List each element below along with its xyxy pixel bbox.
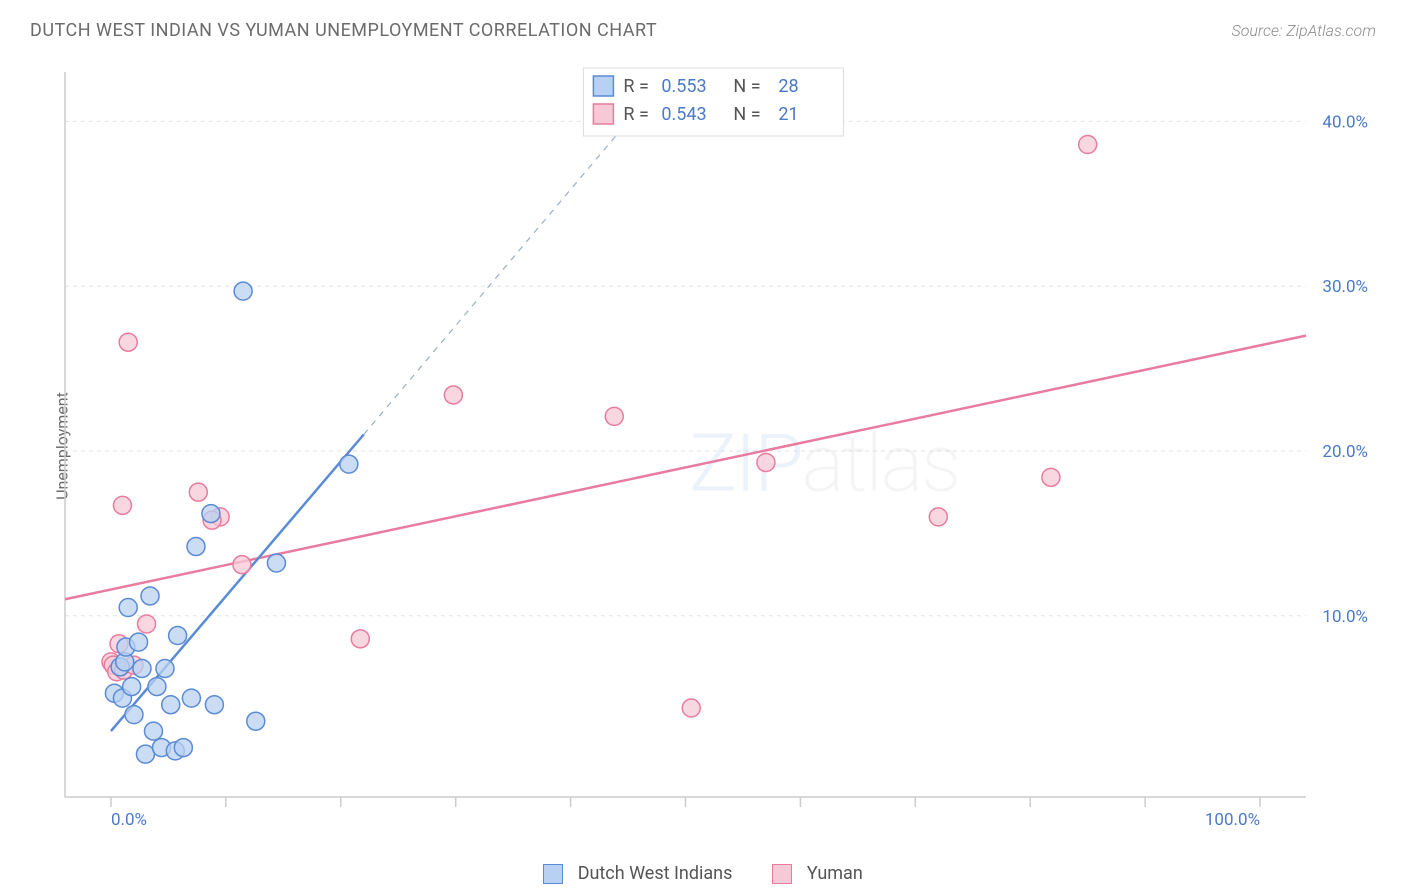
data-point-dwi [187, 538, 205, 556]
data-point-yuman [757, 454, 775, 472]
source-label: Source: ZipAtlas.com [1231, 21, 1376, 40]
stats-r-label: R = [623, 76, 648, 97]
data-point-yuman [113, 496, 131, 514]
data-point-yuman [682, 699, 700, 717]
data-point-yuman [233, 556, 251, 574]
legend-item-yuman: Yuman [772, 863, 862, 884]
data-point-dwi [247, 712, 265, 730]
data-point-dwi [182, 689, 200, 707]
stats-n-value-yuman: 21 [778, 104, 798, 125]
y-tick-label: 20.0% [1322, 442, 1368, 462]
legend-label-dwi: Dutch West Indians [578, 863, 733, 884]
data-point-dwi [267, 554, 285, 572]
data-point-dwi [119, 599, 137, 617]
data-point-dwi [123, 678, 141, 696]
data-point-yuman [119, 333, 137, 351]
data-point-yuman [1042, 468, 1060, 486]
data-point-yuman [605, 407, 623, 425]
data-point-dwi [136, 745, 154, 763]
data-point-dwi [234, 282, 252, 300]
stats-n-label: N = [733, 76, 760, 97]
x-tick-label: 100.0% [1205, 810, 1260, 827]
stats-r-value-yuman: 0.543 [661, 104, 706, 125]
data-point-dwi [148, 678, 166, 696]
data-point-dwi [174, 739, 192, 757]
data-point-dwi [156, 659, 174, 677]
data-point-dwi [202, 505, 220, 523]
stats-r-value-dwi: 0.553 [661, 76, 706, 97]
trend-line-yuman [65, 336, 1306, 600]
y-tick-label: 10.0% [1322, 607, 1368, 627]
stats-swatch-dwi [593, 76, 613, 96]
data-point-dwi [169, 627, 187, 645]
stats-swatch-yuman [593, 104, 613, 124]
data-point-dwi [133, 659, 151, 677]
legend-swatch-dwi [543, 864, 563, 884]
data-point-dwi [130, 633, 148, 651]
stats-r-label: R = [623, 104, 648, 125]
stats-n-label: N = [733, 104, 760, 125]
data-point-dwi [144, 722, 162, 740]
data-point-yuman [189, 483, 207, 501]
data-point-dwi [125, 706, 143, 724]
data-point-yuman [138, 615, 156, 633]
chart-title: DUTCH WEST INDIAN VS YUMAN UNEMPLOYMENT … [30, 20, 657, 41]
bottom-legend: Dutch West Indians Yuman [0, 863, 1406, 884]
correlation-stats-box: R = 0.553 N = 28 R = 0.543 N = 21 [583, 68, 843, 136]
data-point-dwi [205, 696, 223, 714]
legend-item-dwi: Dutch West Indians [543, 863, 732, 884]
watermark: ZIPatlas [689, 416, 959, 510]
legend-label-yuman: Yuman [807, 863, 863, 884]
trend-line-dashed-dwi [364, 121, 628, 434]
data-point-yuman [444, 386, 462, 404]
scatter-plot: 10.0% 20.0% 30.0% 40.0% 0.0% 100.0% ZIPatlas R … [55, 62, 1376, 827]
y-tick-label: 30.0% [1322, 277, 1368, 297]
data-point-dwi [141, 587, 159, 605]
stats-n-value-dwi: 28 [778, 76, 798, 97]
data-point-dwi [340, 455, 358, 473]
legend-swatch-yuman [772, 864, 792, 884]
x-tick-label: 0.0% [111, 810, 147, 827]
data-point-yuman [929, 508, 947, 526]
data-point-dwi [162, 696, 180, 714]
data-point-yuman [351, 630, 369, 648]
y-tick-label: 40.0% [1322, 112, 1368, 132]
data-point-yuman [1079, 136, 1097, 154]
